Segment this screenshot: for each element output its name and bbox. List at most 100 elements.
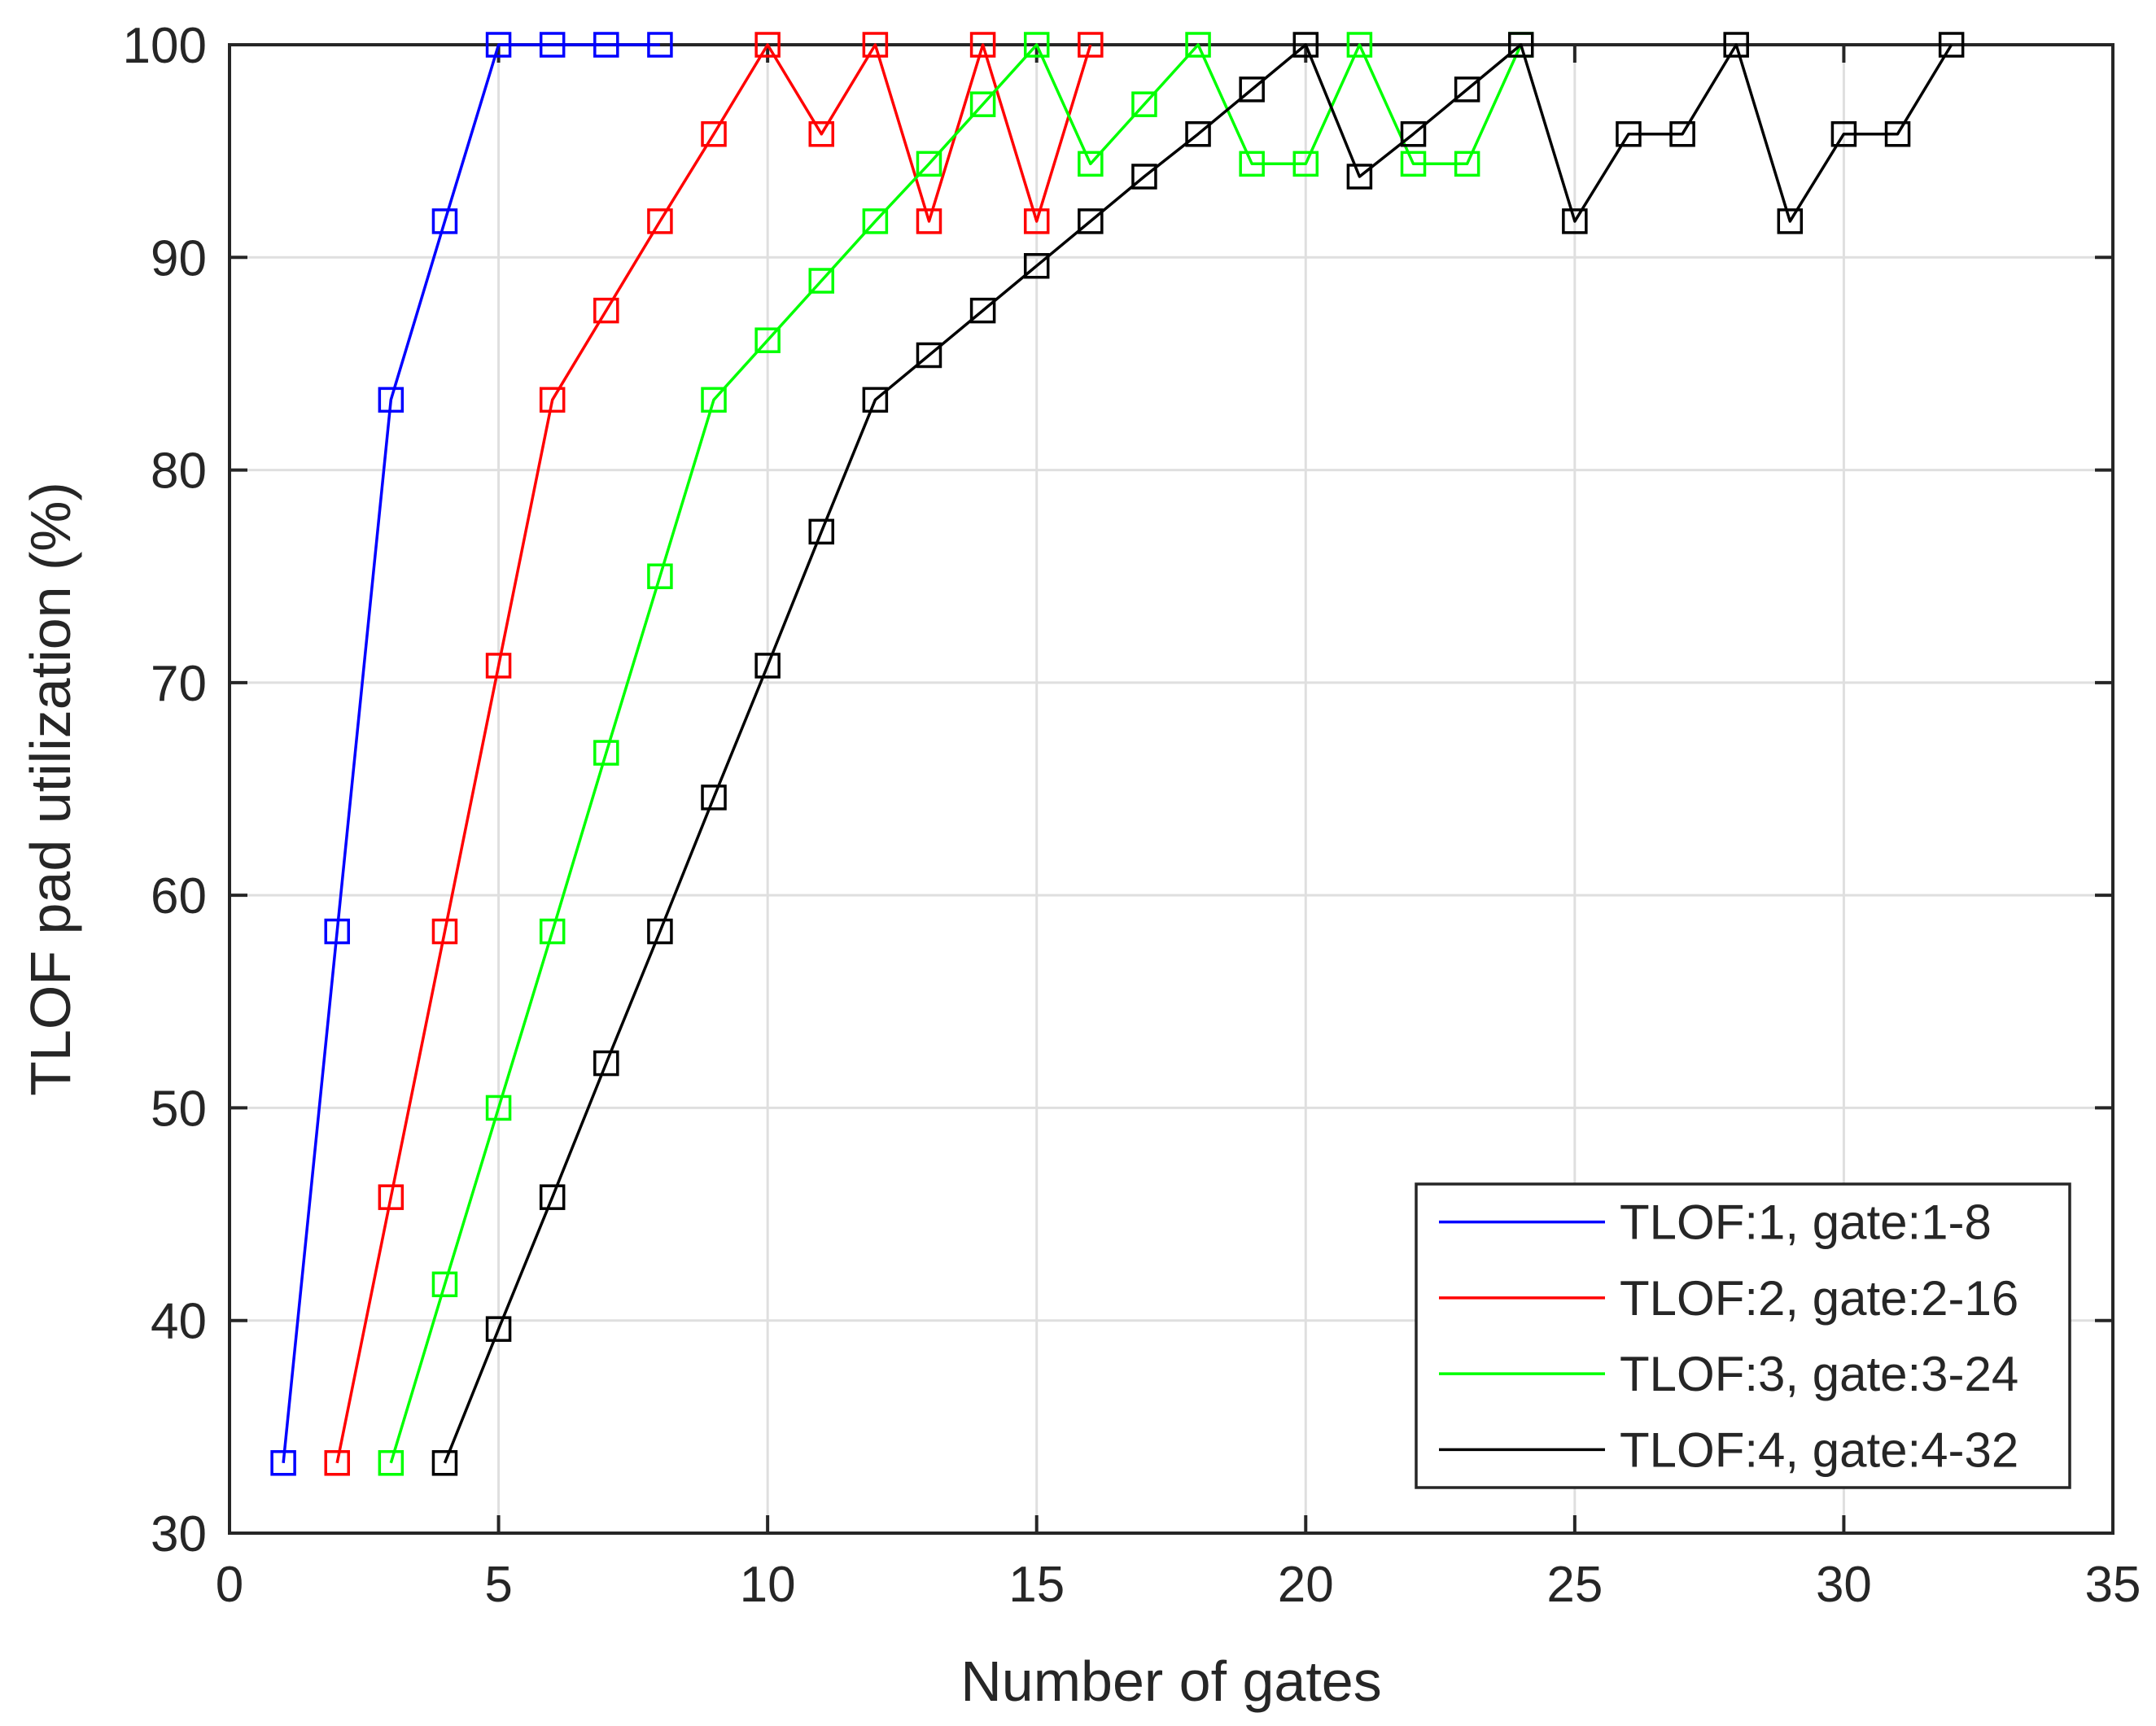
- data-point: [862, 32, 889, 58]
- data-point: [808, 518, 835, 545]
- data-point: [378, 1450, 405, 1476]
- data-point: [1777, 208, 1804, 234]
- data-point: [1562, 208, 1588, 234]
- legend-label: TLOF:2, gate:2-16: [1620, 1271, 2018, 1326]
- legend-entry: TLOF:4, gate:4-32: [1439, 1422, 2018, 1477]
- y-tick-label: 80: [151, 444, 207, 500]
- data-point: [862, 208, 889, 234]
- data-point: [647, 563, 673, 589]
- data-point: [808, 268, 835, 294]
- x-tick-label: 20: [1278, 1557, 1334, 1613]
- x-tick-label: 0: [216, 1557, 243, 1613]
- data-point: [808, 120, 835, 147]
- data-point: [1454, 76, 1480, 103]
- data-point: [916, 151, 942, 177]
- y-tick-label: 70: [151, 656, 207, 712]
- data-point: [1023, 32, 1050, 58]
- data-point: [593, 32, 619, 58]
- data-point: [270, 1450, 296, 1476]
- data-point: [862, 387, 889, 413]
- data-point: [1239, 76, 1265, 103]
- data-point: [647, 918, 673, 945]
- x-tick-label: 15: [1008, 1557, 1065, 1613]
- data-point: [647, 208, 673, 234]
- data-point: [485, 32, 512, 58]
- data-point: [1292, 151, 1319, 177]
- data-point: [1131, 91, 1157, 117]
- data-point: [969, 91, 996, 117]
- data-point: [1346, 164, 1373, 190]
- data-point: [1400, 151, 1427, 177]
- data-point: [1131, 164, 1157, 190]
- data-point: [1723, 32, 1749, 58]
- legend-entry: TLOF:1, gate:1-8: [1439, 1195, 1992, 1250]
- data-point: [916, 208, 942, 234]
- x-tick-label: 10: [740, 1557, 796, 1613]
- data-point: [593, 297, 619, 324]
- data-point: [1023, 252, 1050, 279]
- series-line: [335, 43, 1092, 1464]
- data-point: [593, 740, 619, 766]
- y-tick-label: 40: [151, 1294, 207, 1350]
- data-point: [1616, 120, 1642, 147]
- data-point: [485, 1095, 512, 1121]
- data-point: [754, 327, 781, 353]
- data-point: [969, 297, 996, 324]
- series-1: [270, 32, 673, 1476]
- x-tick-label: 25: [1546, 1557, 1603, 1613]
- data-point: [1346, 32, 1373, 58]
- data-point: [431, 918, 458, 945]
- x-tick-label: 5: [484, 1557, 512, 1613]
- data-point: [1078, 151, 1104, 177]
- data-point: [1400, 120, 1427, 147]
- legend: TLOF:1, gate:1-8 TLOF:2, gate:2-16 TLOF:3,…: [1415, 1182, 2071, 1489]
- legend-entry: TLOF:3, gate:3-24: [1439, 1347, 2018, 1401]
- data-point: [1884, 120, 1911, 147]
- data-point: [378, 1184, 405, 1210]
- data-point: [431, 1271, 458, 1298]
- data-point: [485, 653, 512, 679]
- data-point: [1830, 120, 1857, 147]
- data-point: [539, 918, 566, 945]
- data-point: [324, 1450, 350, 1476]
- data-point: [754, 32, 781, 58]
- series-3: [378, 32, 1534, 1476]
- y-tick-label: 60: [151, 868, 207, 924]
- data-point: [701, 784, 727, 811]
- data-point: [539, 1184, 566, 1210]
- data-point: [539, 32, 566, 58]
- data-point: [647, 32, 673, 58]
- grid-lines: [230, 45, 2113, 1533]
- data-point: [701, 120, 727, 147]
- x-tick-label: 35: [2085, 1557, 2141, 1613]
- data-point: [1023, 208, 1050, 234]
- series-4: [431, 32, 1965, 1476]
- data-point: [378, 387, 405, 413]
- data-point: [1507, 32, 1534, 58]
- series-line: [282, 43, 660, 1463]
- data-point: [1185, 32, 1211, 58]
- plot-frame: [228, 43, 2114, 1535]
- data-point: [1669, 120, 1695, 147]
- legend-label: TLOF:1, gate:1-8: [1620, 1195, 1992, 1250]
- x-tick-label: 30: [1816, 1557, 1872, 1613]
- data-point: [754, 653, 781, 679]
- data-point: [485, 1316, 512, 1342]
- data-point: [1078, 32, 1104, 58]
- series-line: [443, 43, 1953, 1464]
- series-line: [389, 43, 1523, 1464]
- legend-label: TLOF:4, gate:4-32: [1620, 1422, 2018, 1477]
- data-point: [916, 342, 942, 369]
- data-point: [701, 387, 727, 413]
- x-axis-label: Number of gates: [960, 1650, 1381, 1713]
- data-point: [1239, 151, 1265, 177]
- data-point: [593, 1050, 619, 1077]
- data-point: [1185, 120, 1211, 147]
- legend-label: TLOF:3, gate:3-24: [1620, 1347, 2018, 1401]
- data-point: [431, 208, 458, 234]
- axis-ticks: 0 5 10 15 20 25 30 35 30 40 50 60 70 80 90 100: [123, 18, 2141, 1613]
- y-tick-label: 100: [123, 18, 207, 74]
- y-tick-label: 90: [151, 230, 207, 286]
- data-point: [1938, 32, 1965, 58]
